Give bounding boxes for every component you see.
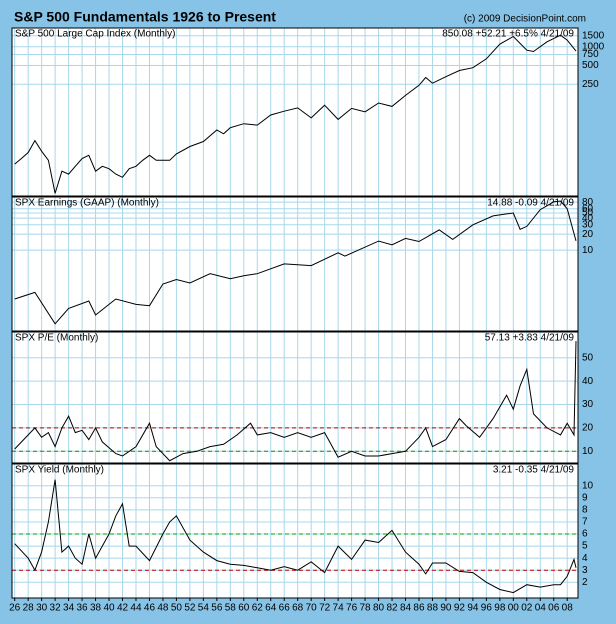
y-tick-label: 1500 <box>582 30 605 41</box>
y-tick-label: 40 <box>582 376 594 387</box>
panel <box>11 196 579 332</box>
y-tick-label: 10 <box>582 446 594 457</box>
x-tick-label: 38 <box>90 603 102 614</box>
x-tick-label: 52 <box>184 603 196 614</box>
x-tick-label: 36 <box>77 603 89 614</box>
y-tick-label: 1000 <box>582 41 605 52</box>
x-tick-label: 50 <box>171 603 183 614</box>
x-tick-label: 60 <box>238 603 250 614</box>
price-line <box>14 34 577 194</box>
x-tick-label: 90 <box>440 603 452 614</box>
y-tick-label: 6 <box>582 529 588 540</box>
y-tick-label: 20 <box>582 423 594 434</box>
x-tick-label: 00 <box>508 603 520 614</box>
panel-summary: 14.88 -0.09 4/21/09 <box>487 198 574 209</box>
y-tick-label: 50 <box>582 208 594 219</box>
y-tick-label: 60 <box>582 203 594 214</box>
x-tick-label: 64 <box>265 603 277 614</box>
y-tick-label: 30 <box>582 219 594 230</box>
x-tick-label: 28 <box>23 603 35 614</box>
x-tick-label: 98 <box>494 603 506 614</box>
x-tick-label: 02 <box>521 603 533 614</box>
x-tick-label: 82 <box>386 603 398 614</box>
panel-summary: 3.21 -0.35 4/21/09 <box>493 465 575 476</box>
y-tick-label: 80 <box>582 197 594 208</box>
panel <box>11 463 579 599</box>
panel-frame <box>11 196 579 332</box>
x-tick-label: 86 <box>413 603 425 614</box>
x-tick-label: 46 <box>144 603 156 614</box>
y-tick-label: 8 <box>582 505 588 516</box>
x-tick-label: 44 <box>130 603 142 614</box>
y-tick-label: 2 <box>582 577 588 588</box>
x-tick-label: 34 <box>63 603 75 614</box>
panel-summary: 57.13 +3.83 4/21/09 <box>485 333 575 344</box>
x-tick-label: 48 <box>157 603 169 614</box>
y-tick-label: 20 <box>582 229 594 240</box>
panel-summary: 850.08 +52.21 +6.5% 4/21/09 <box>442 29 574 40</box>
price-line <box>14 200 577 325</box>
x-tick-label: 84 <box>400 603 412 614</box>
y-tick-label: 750 <box>582 49 599 60</box>
y-tick-label: 7 <box>582 517 588 528</box>
x-tick-label: 92 <box>454 603 466 614</box>
x-tick-label: 56 <box>211 603 223 614</box>
x-tick-label: 94 <box>467 603 479 614</box>
y-tick-label: 3 <box>582 565 588 576</box>
x-tick-label: 06 <box>548 603 560 614</box>
y-tick-label: 4 <box>582 553 588 564</box>
y-tick-label: 30 <box>582 399 594 410</box>
panel-title: SPX P/E (Monthly) <box>15 333 98 344</box>
x-tick-label: 08 <box>562 603 574 614</box>
y-tick-label: 500 <box>582 60 599 71</box>
panel-frame <box>11 463 579 599</box>
x-tick-label: 88 <box>427 603 439 614</box>
x-tick-label: 04 <box>535 603 547 614</box>
x-tick-label: 30 <box>36 603 48 614</box>
y-tick-label: 9 <box>582 492 588 503</box>
x-tick-label: 96 <box>481 603 493 614</box>
panel <box>11 331 579 464</box>
panel-title: SPX Yield (Monthly) <box>15 465 104 476</box>
price-line <box>14 479 577 594</box>
x-tick-label: 78 <box>360 603 372 614</box>
x-tick-label: 58 <box>225 603 237 614</box>
x-tick-label: 74 <box>333 603 345 614</box>
x-tick-label: 62 <box>252 603 264 614</box>
panel-title: S&P 500 Large Cap Index (Monthly) <box>15 29 175 40</box>
panel-title: SPX Earnings (GAAP) (Monthly) <box>15 198 159 209</box>
x-tick-label: 54 <box>198 603 210 614</box>
panel-frame <box>11 331 579 464</box>
y-tick-label: 250 <box>582 79 599 90</box>
x-tick-label: 80 <box>373 603 385 614</box>
chart-title: S&P 500 Fundamentals 1926 to Present <box>14 9 276 25</box>
y-tick-label: 50 <box>582 352 594 363</box>
copyright: (c) 2009 DecisionPoint.com <box>464 14 586 25</box>
y-tick-label: 10 <box>582 245 594 256</box>
x-tick-label: 68 <box>292 603 304 614</box>
x-tick-label: 76 <box>346 603 358 614</box>
price-line <box>14 341 577 462</box>
x-tick-label: 40 <box>103 603 115 614</box>
y-tick-label: 10 <box>582 480 594 491</box>
x-tick-label: 66 <box>279 603 291 614</box>
y-tick-label: 40 <box>582 213 594 224</box>
x-tick-label: 26 <box>9 603 21 614</box>
x-tick-label: 32 <box>50 603 62 614</box>
panel-frame <box>11 27 579 197</box>
x-tick-label: 72 <box>319 603 331 614</box>
y-tick-label: 5 <box>582 541 588 552</box>
x-tick-label: 70 <box>306 603 318 614</box>
x-tick-label: 42 <box>117 603 129 614</box>
